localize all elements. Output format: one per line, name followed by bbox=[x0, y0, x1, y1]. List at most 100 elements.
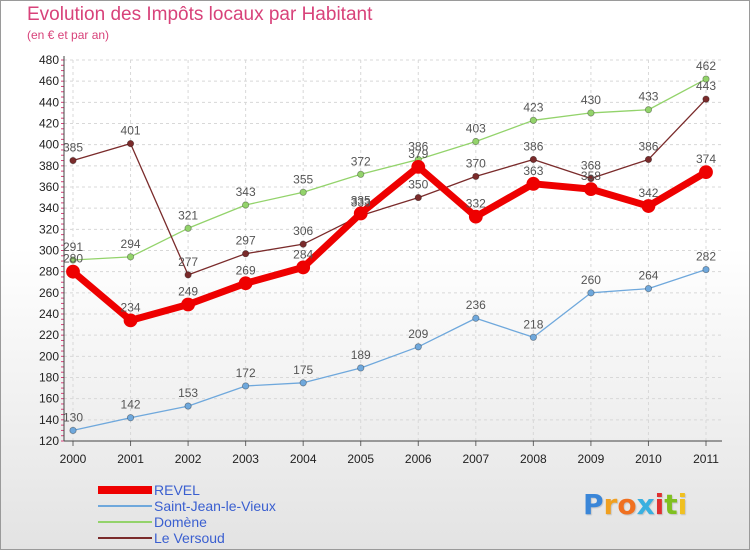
data-label-saint-jean-le-vieux: 189 bbox=[351, 348, 371, 362]
y-tick-label: 160 bbox=[39, 392, 59, 406]
data-point-revel[interactable] bbox=[353, 206, 368, 221]
data-point-domene[interactable] bbox=[184, 224, 192, 232]
x-tick-label: 2005 bbox=[347, 452, 374, 466]
data-point-domene[interactable] bbox=[299, 188, 307, 196]
y-tick-labels: 120 140 160 180 200 220 240 260 280 300 320 340 360 3… bbox=[39, 53, 59, 448]
data-label-saint-jean-le-vieux: 260 bbox=[581, 273, 601, 287]
y-tick-label: 440 bbox=[39, 95, 59, 109]
legend-label-revel: REVEL bbox=[154, 482, 200, 498]
data-point-revel[interactable] bbox=[123, 313, 138, 328]
data-point-le-versoud[interactable] bbox=[299, 240, 307, 248]
legend-swatch-le-versoud bbox=[98, 537, 152, 539]
x-tick-label: 2010 bbox=[635, 452, 662, 466]
data-label-le-versoud: 385 bbox=[63, 141, 83, 155]
data-label-saint-jean-le-vieux: 218 bbox=[523, 317, 543, 331]
data-label-saint-jean-le-vieux: 282 bbox=[696, 250, 716, 264]
data-point-saint-jean-le-vieux[interactable] bbox=[126, 414, 135, 422]
data-point-revel[interactable] bbox=[526, 176, 541, 191]
y-tick-label: 280 bbox=[39, 265, 59, 279]
y-tick-label: 240 bbox=[39, 307, 59, 321]
data-label-le-versoud: 401 bbox=[121, 124, 141, 138]
data-point-revel[interactable] bbox=[699, 165, 713, 180]
data-point-revel[interactable] bbox=[411, 159, 426, 174]
data-label-domene: 343 bbox=[236, 185, 256, 199]
data-point-saint-jean-le-vieux[interactable] bbox=[69, 426, 77, 435]
data-label-saint-jean-le-vieux: 236 bbox=[466, 298, 486, 312]
data-point-saint-jean-le-vieux[interactable] bbox=[184, 402, 192, 410]
y-tick-label: 180 bbox=[39, 371, 59, 385]
data-point-le-versoud[interactable] bbox=[472, 172, 480, 181]
data-point-revel[interactable] bbox=[238, 276, 253, 291]
data-point-le-versoud[interactable] bbox=[529, 155, 537, 164]
logo-letter: i bbox=[654, 488, 665, 521]
data-point-saint-jean-le-vieux[interactable] bbox=[529, 333, 537, 341]
data-point-saint-jean-le-vieux[interactable] bbox=[357, 364, 365, 372]
data-point-saint-jean-le-vieux[interactable] bbox=[414, 343, 422, 351]
data-point-saint-jean-le-vieux[interactable] bbox=[644, 284, 653, 293]
data-point-revel[interactable] bbox=[468, 209, 483, 224]
y-tick-label: 300 bbox=[39, 244, 59, 258]
series-lines bbox=[66, 75, 713, 435]
data-point-revel[interactable] bbox=[296, 260, 311, 275]
data-point-domene[interactable] bbox=[242, 201, 250, 209]
logo-letter: o bbox=[617, 488, 637, 521]
data-point-saint-jean-le-vieux[interactable] bbox=[587, 289, 595, 297]
data-point-saint-jean-le-vieux[interactable] bbox=[472, 314, 480, 322]
data-point-domene[interactable] bbox=[126, 253, 135, 261]
logo-letter: P bbox=[583, 488, 604, 521]
logo-letter: t bbox=[664, 488, 678, 521]
data-point-revel[interactable] bbox=[584, 182, 598, 197]
data-point-saint-jean-le-vieux[interactable] bbox=[299, 379, 307, 387]
data-point-le-versoud[interactable] bbox=[126, 140, 135, 148]
data-point-domene[interactable] bbox=[529, 116, 537, 124]
data-label-revel: 280 bbox=[63, 252, 83, 266]
data-point-le-versoud[interactable] bbox=[69, 156, 77, 165]
data-label-domene: 372 bbox=[351, 154, 371, 168]
data-point-domene[interactable] bbox=[587, 109, 595, 117]
legend-swatch-domene bbox=[98, 521, 152, 523]
data-label-domene: 386 bbox=[408, 139, 428, 153]
data-point-le-versoud[interactable] bbox=[644, 155, 653, 164]
data-label-le-versoud: 306 bbox=[293, 224, 313, 238]
data-point-domene[interactable] bbox=[357, 170, 365, 178]
data-label-le-versoud: 350 bbox=[408, 178, 428, 192]
data-label-saint-jean-le-vieux: 264 bbox=[638, 269, 658, 283]
data-point-domene[interactable] bbox=[644, 106, 653, 114]
data-label-le-versoud: 297 bbox=[236, 234, 256, 248]
y-tick-label: 360 bbox=[39, 180, 59, 194]
data-point-domene[interactable] bbox=[702, 75, 710, 83]
chart-subtitle: (en € et par an) bbox=[27, 28, 110, 42]
data-label-revel: 358 bbox=[581, 169, 601, 183]
data-point-saint-jean-le-vieux[interactable] bbox=[242, 382, 250, 390]
data-point-le-versoud[interactable] bbox=[184, 271, 192, 279]
data-point-le-versoud[interactable] bbox=[587, 174, 595, 183]
data-point-domene[interactable] bbox=[472, 137, 480, 146]
y-tick-label: 460 bbox=[39, 74, 59, 88]
y-tick-label: 200 bbox=[39, 349, 59, 363]
data-label-domene: 291 bbox=[63, 240, 83, 254]
data-label-le-versoud: 368 bbox=[581, 159, 601, 173]
data-label-saint-jean-le-vieux: 175 bbox=[293, 363, 313, 377]
logo-letter: x bbox=[636, 488, 655, 521]
data-label-revel: 374 bbox=[696, 152, 716, 166]
logo-letter: r bbox=[603, 488, 618, 521]
y-tick-label: 120 bbox=[39, 434, 59, 448]
data-point-revel[interactable] bbox=[66, 264, 80, 279]
legend-label-le-versoud: Le Versoud bbox=[154, 530, 225, 546]
x-tick-label: 2002 bbox=[175, 452, 202, 466]
legend-swatch-saint-jean-le-vieux bbox=[98, 505, 152, 507]
series-line-domene bbox=[72, 78, 707, 261]
data-point-domene[interactable] bbox=[69, 256, 77, 264]
x-tick-label: 2008 bbox=[520, 452, 547, 466]
data-label-domene: 423 bbox=[523, 100, 543, 114]
data-label-saint-jean-le-vieux: 153 bbox=[178, 386, 198, 400]
data-point-revel[interactable] bbox=[181, 297, 195, 312]
x-tick-label: 2009 bbox=[578, 452, 605, 466]
series-line-le-versoud bbox=[72, 98, 707, 276]
data-point-le-versoud[interactable] bbox=[242, 250, 250, 258]
data-point-le-versoud[interactable] bbox=[414, 193, 422, 202]
data-point-saint-jean-le-vieux[interactable] bbox=[702, 265, 710, 274]
data-label-revel: 284 bbox=[293, 247, 313, 261]
data-point-revel[interactable] bbox=[641, 199, 656, 213]
data-point-le-versoud[interactable] bbox=[702, 95, 710, 103]
